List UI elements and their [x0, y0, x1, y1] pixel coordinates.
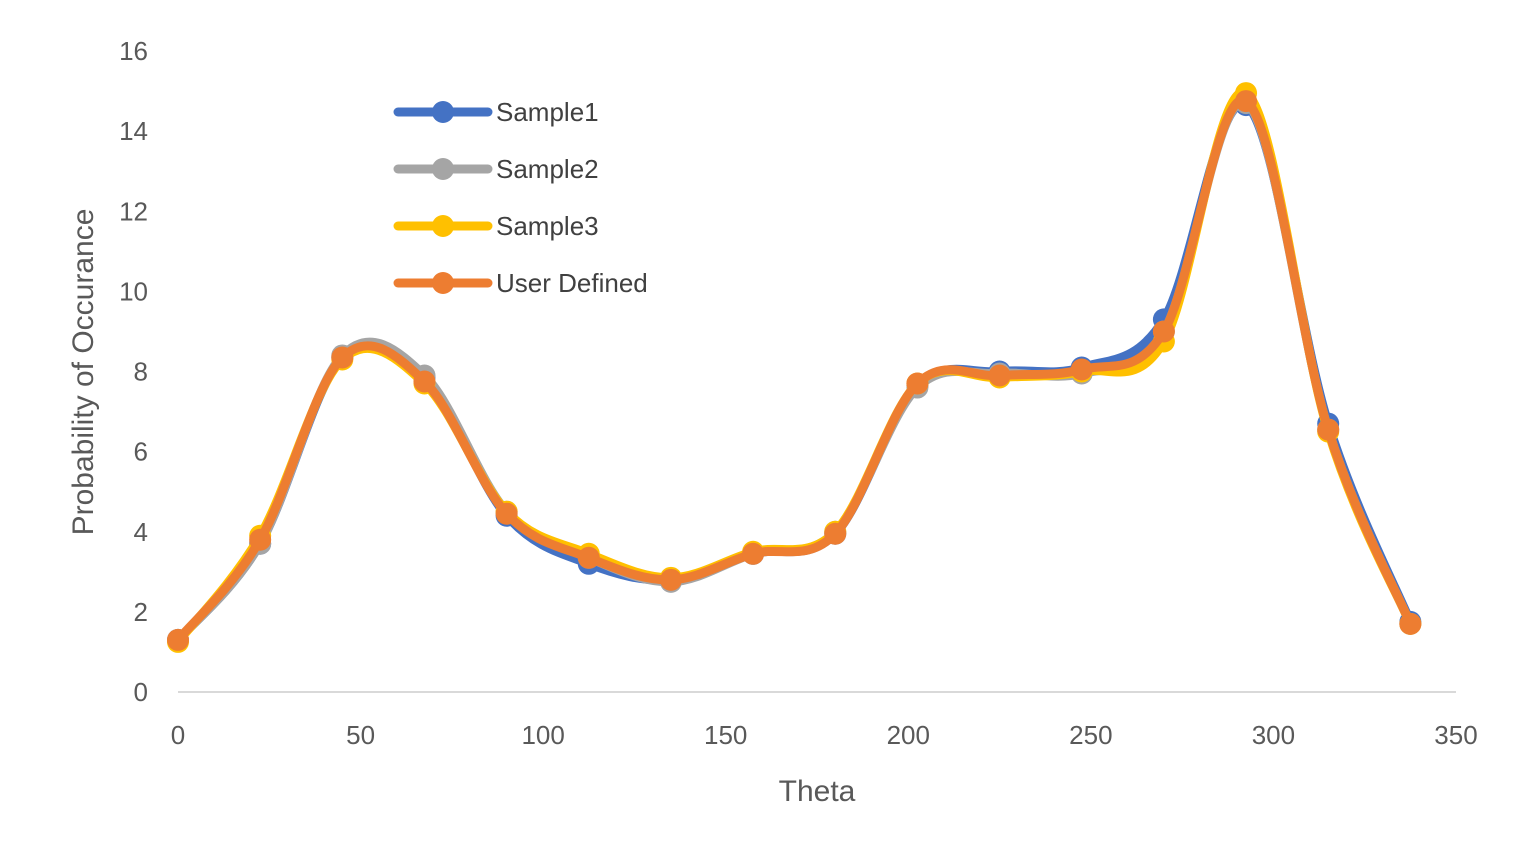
x-tick-label: 200 — [887, 720, 930, 750]
x-axis-title: Theta — [779, 775, 856, 808]
legend-swatch-marker — [432, 158, 454, 180]
y-axis-tick-labels: 0 2 4 6 8 10 12 14 16 — [119, 36, 148, 707]
y-axis-title: Probability of Occurance — [67, 209, 100, 536]
data-point-marker — [249, 528, 272, 551]
series-sample2 — [167, 92, 1422, 651]
data-point-marker — [331, 346, 354, 369]
data-point-marker — [824, 522, 847, 545]
x-tick-label: 150 — [704, 720, 747, 750]
data-point-marker — [659, 568, 682, 591]
legend-swatch-marker — [432, 101, 454, 123]
data-point-marker — [1399, 612, 1422, 635]
legend-item: Sample2 — [393, 154, 599, 184]
data-point-marker — [1152, 320, 1175, 343]
y-tick-label: 4 — [134, 517, 148, 547]
series-line — [173, 99, 1415, 645]
data-point-marker — [1070, 358, 1093, 381]
data-point-marker — [1317, 418, 1340, 441]
data-point-marker — [413, 370, 436, 393]
legend-item: Sample1 — [393, 97, 599, 127]
x-tick-label: 250 — [1069, 720, 1112, 750]
data-point-marker — [495, 502, 518, 525]
y-tick-label: 10 — [119, 276, 148, 306]
x-axis-tick-labels: 0 50 100 150 200 250 300 350 — [171, 720, 1478, 750]
data-point-marker — [167, 628, 189, 651]
y-tick-label: 12 — [119, 196, 148, 226]
y-tick-label: 14 — [119, 116, 148, 146]
legend-swatch-marker — [432, 215, 454, 237]
x-tick-label: 0 — [171, 720, 185, 750]
data-point-marker — [988, 364, 1011, 387]
y-tick-label: 6 — [134, 437, 148, 467]
legend: Sample1 Sample2 Sample3 User Defined — [393, 97, 648, 298]
x-tick-label: 100 — [521, 720, 564, 750]
series-line — [173, 97, 1415, 645]
series-line — [173, 95, 1415, 645]
series-sample3 — [167, 82, 1422, 653]
series-user-defined — [167, 90, 1422, 651]
data-point-marker — [577, 546, 600, 569]
y-tick-label: 16 — [119, 36, 148, 66]
legend-label: Sample1 — [496, 97, 599, 127]
y-tick-label: 8 — [134, 357, 148, 387]
data-point-marker — [742, 542, 765, 565]
series-line — [173, 88, 1415, 647]
legend-label: Sample3 — [496, 211, 599, 241]
series-layer — [167, 82, 1422, 653]
x-tick-label: 300 — [1252, 720, 1295, 750]
legend-item: User Defined — [393, 268, 648, 298]
legend-swatch-marker — [432, 272, 454, 294]
data-point-marker — [1235, 90, 1258, 113]
y-tick-label: 2 — [134, 597, 148, 627]
x-tick-label: 350 — [1434, 720, 1477, 750]
legend-item: Sample3 — [393, 211, 599, 241]
legend-label: Sample2 — [496, 154, 599, 184]
x-tick-label: 50 — [346, 720, 375, 750]
y-tick-label: 0 — [134, 677, 148, 707]
series-sample1 — [167, 94, 1422, 651]
legend-label: User Defined — [496, 268, 648, 298]
data-point-marker — [906, 372, 929, 395]
